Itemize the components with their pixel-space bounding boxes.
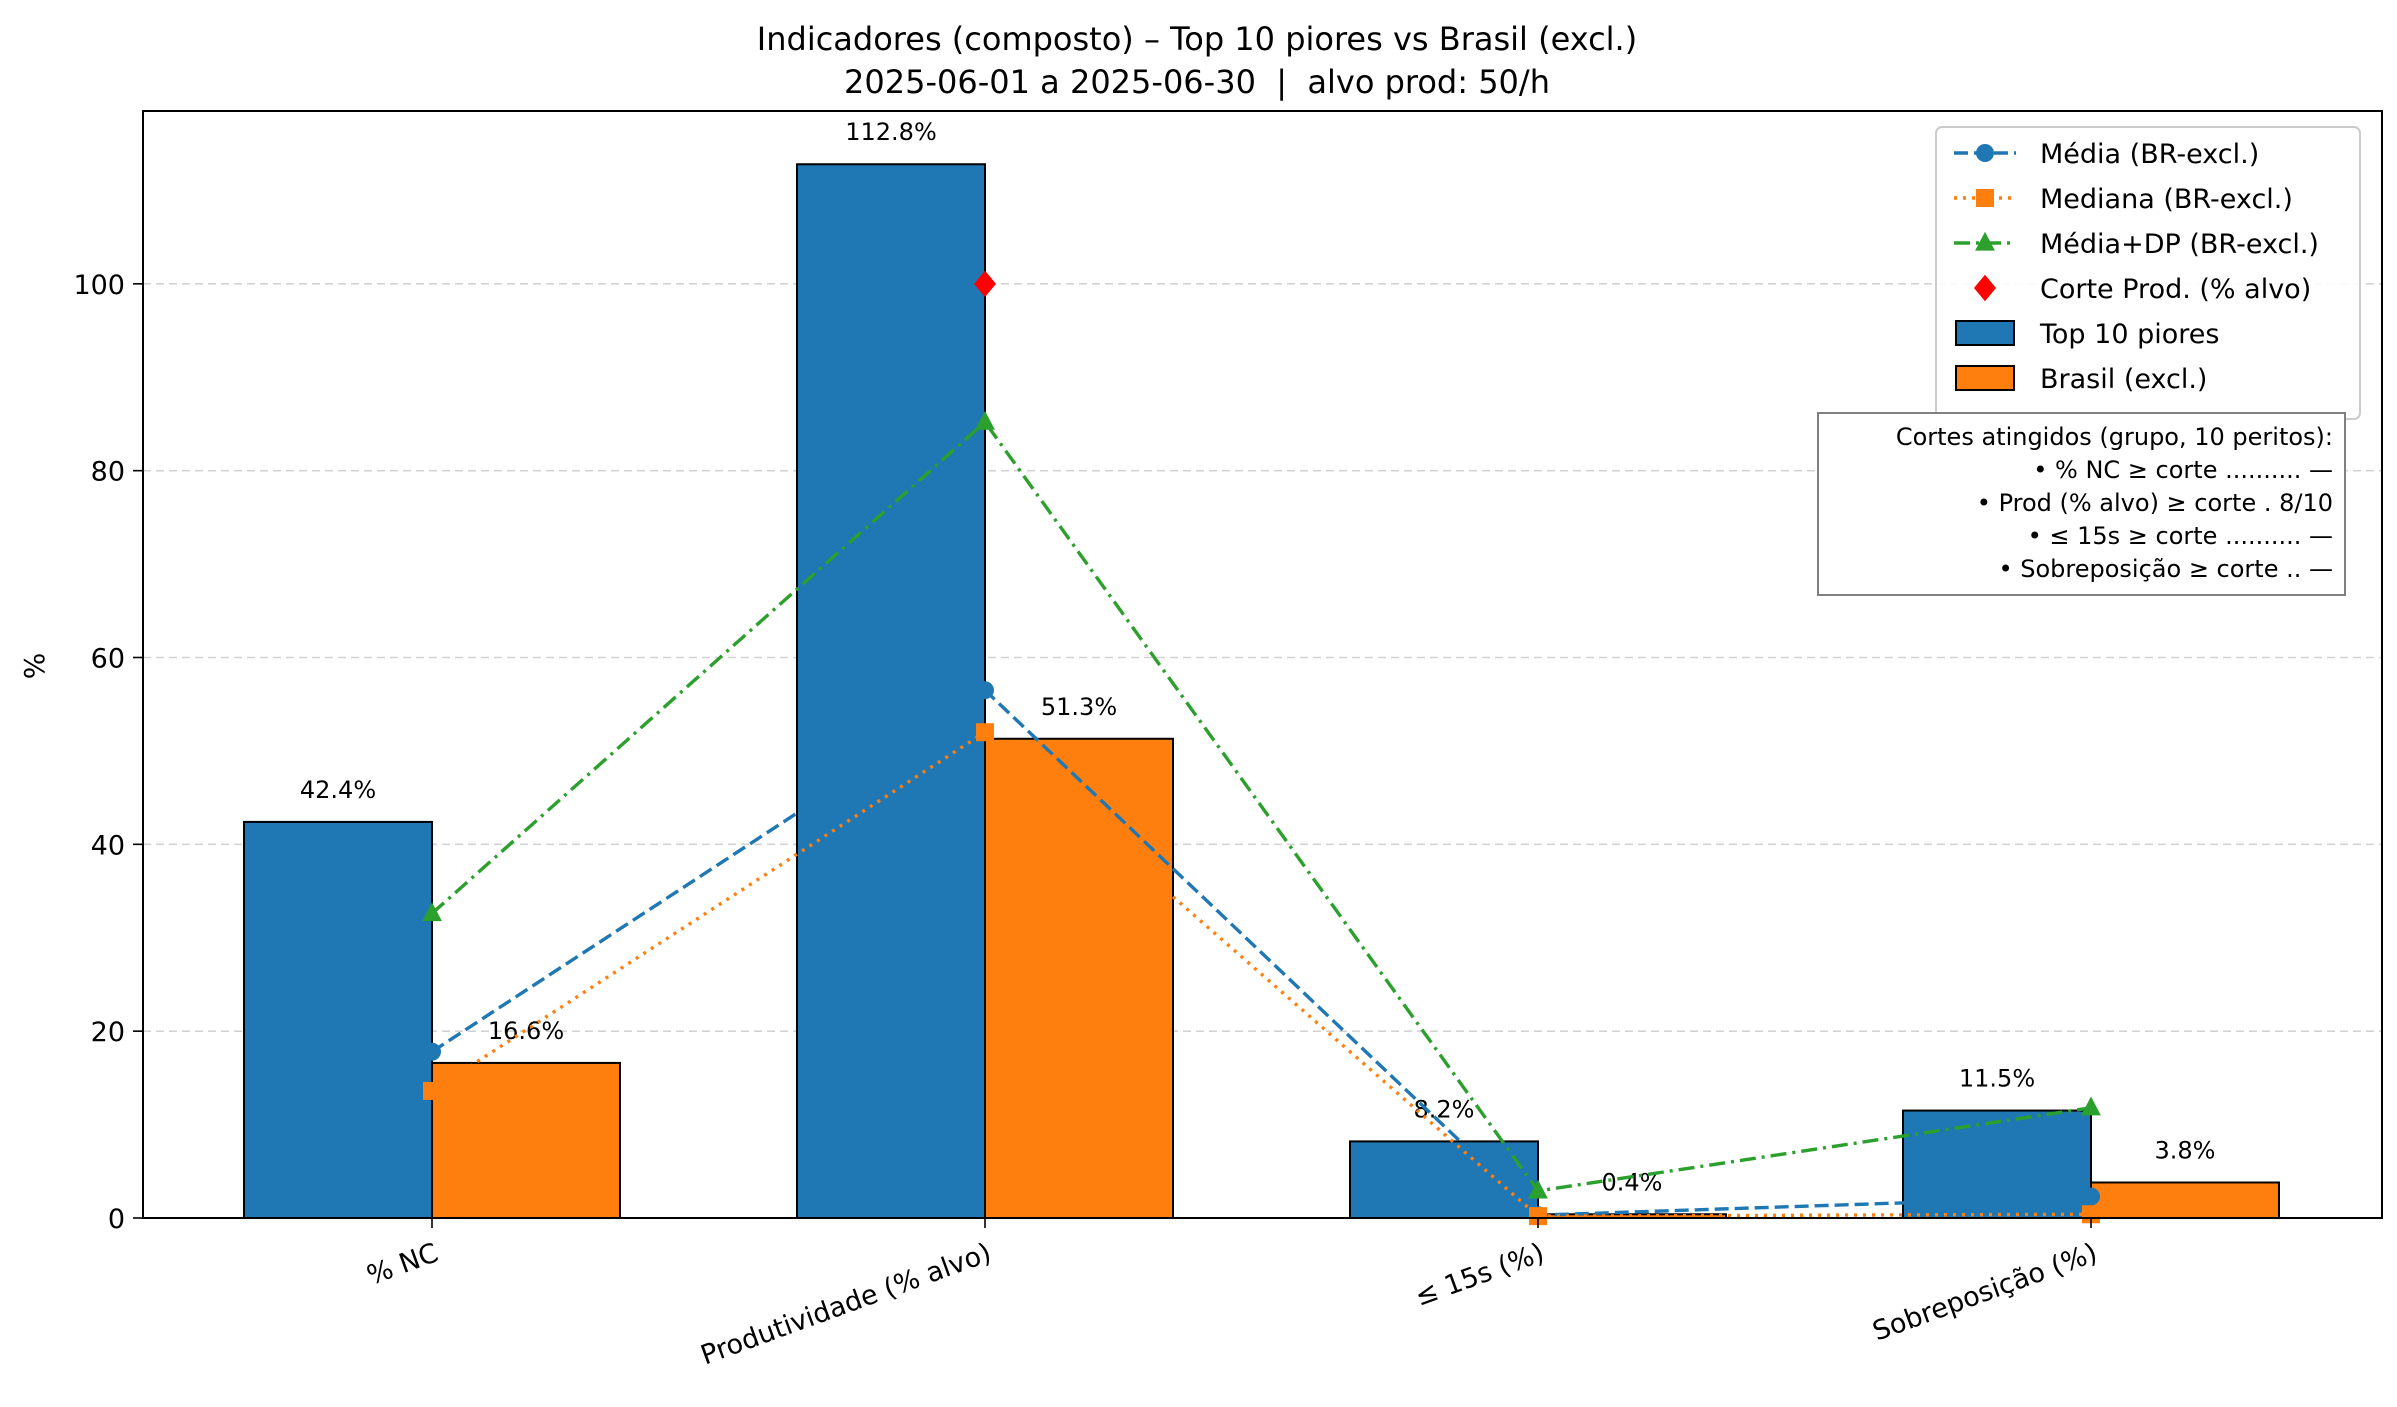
- series-point: [2081, 1096, 2101, 1116]
- bar-top10: [796, 163, 986, 1220]
- legend-label: Média+DP (BR-excl.): [2040, 229, 2319, 260]
- bar-value-label: 112.8%: [845, 118, 937, 146]
- series-point: [976, 681, 994, 700]
- bar-brasil: [431, 1061, 621, 1220]
- y-tick-label: 40: [91, 830, 125, 861]
- legend-label: Top 10 piores: [2039, 319, 2219, 350]
- y-axis-label: %: [18, 653, 51, 680]
- y-tick-label: 60: [91, 643, 125, 674]
- legend-label: Média (BR-excl.): [2040, 139, 2259, 170]
- series-point: [422, 902, 442, 922]
- legend-marker-swatch: [1976, 189, 1994, 207]
- bar-brasil: [984, 737, 1174, 1219]
- bar-value-label: 11.5%: [1959, 1065, 2035, 1093]
- bar-top10: [1349, 1140, 1539, 1219]
- bar-value-labels: 42.4%112.8%8.2%11.5%16.6%51.3%0.4%3.8%: [300, 118, 2216, 1196]
- y-tick-label: 0: [108, 1204, 125, 1235]
- legend-label: Mediana (BR-excl.): [2040, 184, 2293, 215]
- legend-marker-swatch: [1976, 144, 1994, 162]
- bar-value-label: 3.8%: [2155, 1137, 2216, 1165]
- series-lines: [422, 270, 2101, 1226]
- bar-brasil: [2090, 1181, 2280, 1219]
- bars: [243, 163, 2280, 1220]
- series-point: [976, 723, 994, 742]
- series-point: [1528, 1179, 1548, 1199]
- series-line: [430, 419, 2092, 1193]
- legend-marker-swatch: [1974, 274, 1996, 302]
- series-point: [1529, 1207, 1547, 1226]
- annotation-line: • Prod (% alvo) ≥ corte . 8/10: [1977, 489, 2333, 517]
- bar-value-label: 42.4%: [300, 776, 376, 804]
- y-tick-label: 20: [91, 1017, 125, 1048]
- series-line: [431, 688, 2092, 1217]
- y-tick-label: 80: [91, 457, 125, 488]
- legend-label: Corte Prod. (% alvo): [2040, 274, 2311, 305]
- annotation-line: • Sobreposição ≥ corte .. —: [1998, 555, 2333, 583]
- bar-top10: [1902, 1109, 2092, 1219]
- x-tick-label: ≤ 15s (%): [1411, 1237, 1548, 1312]
- cut-marker: [974, 270, 996, 298]
- legend-bar-swatch: [1955, 320, 2015, 346]
- x-tick-label: Sobreposição (%): [1869, 1237, 2102, 1347]
- series-point: [2082, 1187, 2100, 1206]
- chart-subtitle: 2025-06-01 a 2025-06-30 | alvo prod: 50/…: [844, 63, 1550, 101]
- legend-label: Brasil (excl.): [2040, 364, 2207, 395]
- x-tick-label: % NC: [363, 1237, 442, 1291]
- annotation-frame: [1817, 412, 2346, 596]
- legend-bar-swatch: [1955, 365, 2015, 391]
- annotation-line: Cortes atingidos (grupo, 10 peritos):: [1896, 423, 2333, 451]
- legend: Média (BR-excl.) Mediana (BR-excl.) Média+…: [1935, 126, 2361, 420]
- series-point: [423, 1081, 441, 1100]
- y-tick-label: 100: [73, 270, 125, 301]
- bar-value-label: 8.2%: [1414, 1095, 1475, 1123]
- bar-top10: [243, 820, 433, 1219]
- plot-frame: [142, 110, 2383, 1219]
- chart-title: Indicadores (composto) – Top 10 piores v…: [757, 20, 1637, 58]
- annotation-line: • ≤ 15s ≥ corte .......... —: [2028, 522, 2333, 550]
- series-point: [975, 410, 995, 430]
- series-point: [423, 1042, 441, 1061]
- series-line: [431, 730, 2092, 1218]
- bar-value-label: 16.6%: [488, 1017, 564, 1045]
- legend-marker-swatch: [1975, 231, 1995, 251]
- x-tick-label: Produtividade (% alvo): [697, 1237, 996, 1371]
- annotation-line: • % NC ≥ corte .......... —: [2033, 456, 2333, 484]
- bar-value-label: 51.3%: [1041, 693, 1117, 721]
- cut-annotation-box: Cortes atingidos (grupo, 10 peritos): • %…: [1817, 412, 2346, 596]
